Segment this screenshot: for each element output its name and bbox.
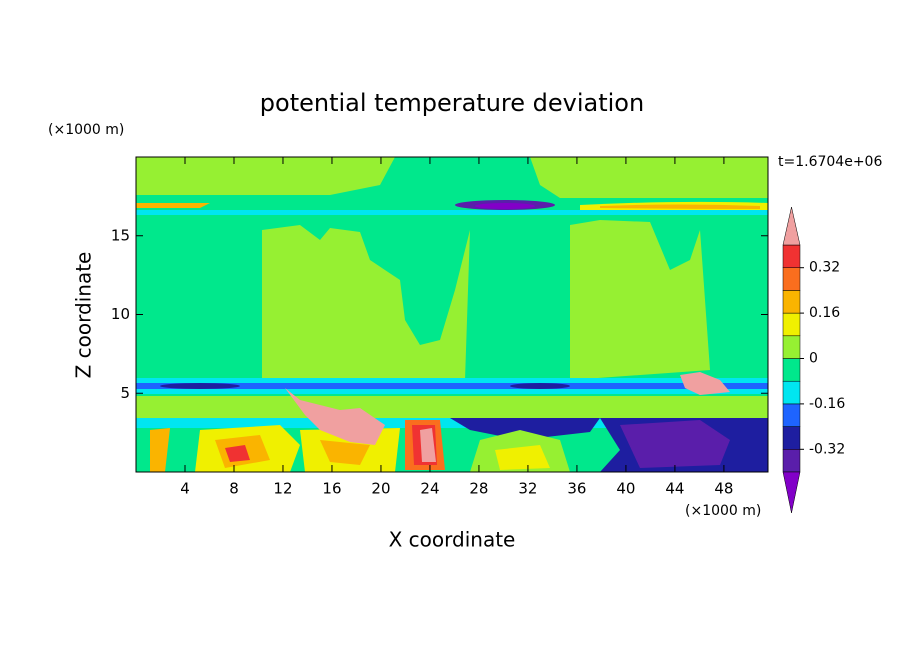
x-tick-label: 44 bbox=[665, 480, 684, 498]
x-unit: (×1000 m) bbox=[685, 503, 761, 519]
colorbar-box bbox=[782, 380, 801, 405]
y-unit: (×1000 m) bbox=[48, 122, 124, 138]
colorbar-box bbox=[782, 449, 801, 473]
x-tick-label: 16 bbox=[322, 480, 341, 498]
x-tick-label: 4 bbox=[180, 480, 190, 498]
x-tick-label: 12 bbox=[273, 480, 292, 498]
x-tick-label: 36 bbox=[567, 480, 586, 498]
y-tick-label: 5 bbox=[120, 384, 130, 402]
x-tick-label: 48 bbox=[714, 480, 733, 498]
colorbar-box bbox=[782, 403, 801, 427]
colorbar-triangle bbox=[782, 471, 801, 514]
x-axis-label: X coordinate bbox=[389, 528, 516, 552]
colorbar-box bbox=[782, 312, 801, 337]
time-label: t=1.6704e+06 bbox=[778, 154, 882, 170]
colorbar-box bbox=[782, 358, 801, 382]
colorbar-label: 0 bbox=[809, 351, 818, 367]
colorbar-label: 0.16 bbox=[809, 305, 840, 321]
x-tick-label: 32 bbox=[518, 480, 537, 498]
colorbar-box bbox=[782, 290, 801, 314]
colorbar-box bbox=[782, 426, 801, 450]
x-tick-label: 40 bbox=[616, 480, 635, 498]
chart-title: potential temperature deviation bbox=[260, 89, 644, 117]
colorbar-label: -0.32 bbox=[809, 441, 845, 457]
y-tick-label: 15 bbox=[111, 226, 130, 244]
x-tick-label: 24 bbox=[420, 480, 439, 498]
colorbar-box bbox=[782, 267, 801, 291]
contour-field bbox=[136, 157, 768, 472]
colorbar-triangle bbox=[782, 206, 801, 246]
colorbar-box bbox=[782, 335, 801, 359]
x-tick-label: 8 bbox=[229, 480, 239, 498]
x-tick-label: 28 bbox=[469, 480, 488, 498]
x-tick-label: 20 bbox=[371, 480, 390, 498]
y-tick-label: 10 bbox=[111, 305, 130, 323]
colorbar-box bbox=[782, 244, 801, 268]
colorbar-label: 0.32 bbox=[809, 260, 840, 276]
colorbar-label: -0.16 bbox=[809, 396, 845, 412]
y-axis-label: Z coordinate bbox=[72, 252, 96, 379]
